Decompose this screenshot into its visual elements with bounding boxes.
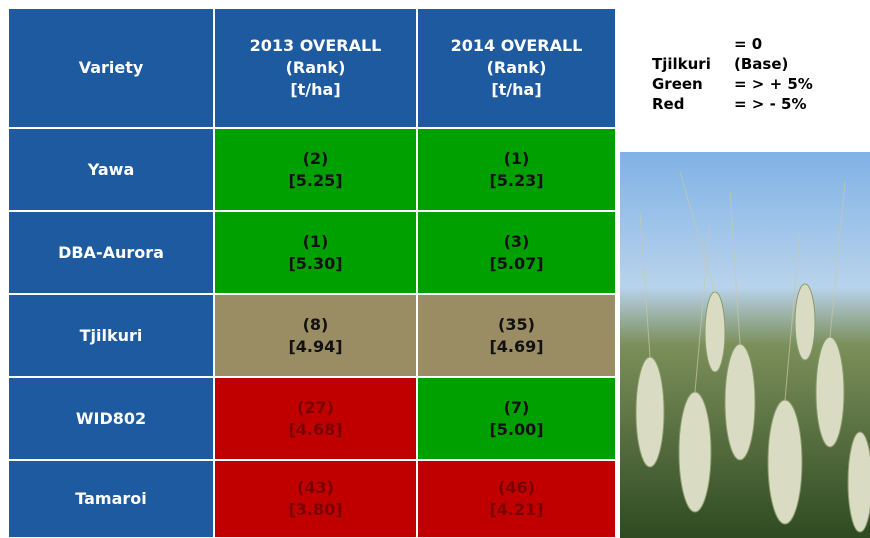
- rank: (35): [498, 314, 535, 336]
- rank: (1): [303, 231, 329, 253]
- variety-name: DBA-Aurora: [58, 242, 164, 264]
- legend-meaning: = > - 5%: [734, 94, 816, 114]
- rank: (27): [297, 397, 334, 419]
- yield: [4.94]: [288, 336, 342, 358]
- rank: (46): [498, 477, 535, 499]
- result-cell: (1)[5.30]: [214, 211, 417, 294]
- header-text: (Rank): [487, 57, 547, 79]
- header-cell: Variety: [8, 8, 214, 128]
- variety-cell: Yawa: [8, 128, 214, 211]
- legend: Tjilkuri= 0 (Base)Green= > + 5%Red= > - …: [652, 34, 816, 114]
- yield: [3.80]: [288, 499, 342, 521]
- header-text: [t/ha]: [491, 79, 541, 101]
- header-text: (Rank): [286, 57, 346, 79]
- yield: [5.07]: [489, 253, 543, 275]
- result-cell: (46)[4.21]: [417, 460, 616, 538]
- header-cell: 2013 OVERALL(Rank)[t/ha]: [214, 8, 417, 128]
- legend-key: Red: [652, 94, 734, 114]
- variety-cell: Tjilkuri: [8, 294, 214, 377]
- legend-key: Green: [652, 74, 734, 94]
- yield: [5.23]: [489, 170, 543, 192]
- variety-name: Tjilkuri: [80, 325, 143, 347]
- rank: (1): [504, 148, 530, 170]
- result-cell: (7)[5.00]: [417, 377, 616, 460]
- yield: [5.30]: [288, 253, 342, 275]
- legend-row: Tjilkuri= 0 (Base): [652, 34, 816, 74]
- variety-name: WID802: [76, 408, 146, 430]
- header-cell: 2014 OVERALL(Rank)[t/ha]: [417, 8, 616, 128]
- yield: [4.68]: [288, 419, 342, 441]
- rank: (7): [504, 397, 530, 419]
- page: Variety2013 OVERALL(Rank)[t/ha]2014 OVER…: [0, 0, 870, 538]
- rank: (43): [297, 477, 334, 499]
- yield: [5.25]: [288, 170, 342, 192]
- wheat-photo: [620, 152, 870, 538]
- result-cell: (35)[4.69]: [417, 294, 616, 377]
- yield: [4.69]: [489, 336, 543, 358]
- legend-row: Green= > + 5%: [652, 74, 816, 94]
- legend-key: Tjilkuri: [652, 54, 734, 74]
- variety-cell: WID802: [8, 377, 214, 460]
- result-cell: (43)[3.80]: [214, 460, 417, 538]
- rank: (3): [504, 231, 530, 253]
- header-text: Variety: [79, 57, 144, 79]
- header-text: [t/ha]: [290, 79, 340, 101]
- variety-name: Tamaroi: [75, 488, 146, 510]
- result-cell: (3)[5.07]: [417, 211, 616, 294]
- result-cell: (2)[5.25]: [214, 128, 417, 211]
- legend-meaning: = > + 5%: [734, 74, 816, 94]
- header-text: 2014 OVERALL: [451, 35, 583, 57]
- result-cell: (27)[4.68]: [214, 377, 417, 460]
- legend-row: Red= > - 5%: [652, 94, 816, 114]
- header-text: 2013 OVERALL: [250, 35, 382, 57]
- variety-cell: Tamaroi: [8, 460, 214, 538]
- rank: (2): [303, 148, 329, 170]
- yield: [5.00]: [489, 419, 543, 441]
- legend-meaning: = 0 (Base): [734, 34, 816, 74]
- variety-cell: DBA-Aurora: [8, 211, 214, 294]
- yield: [4.21]: [489, 499, 543, 521]
- result-cell: (1)[5.23]: [417, 128, 616, 211]
- rank: (8): [303, 314, 329, 336]
- variety-name: Yawa: [88, 159, 135, 181]
- result-cell: (8)[4.94]: [214, 294, 417, 377]
